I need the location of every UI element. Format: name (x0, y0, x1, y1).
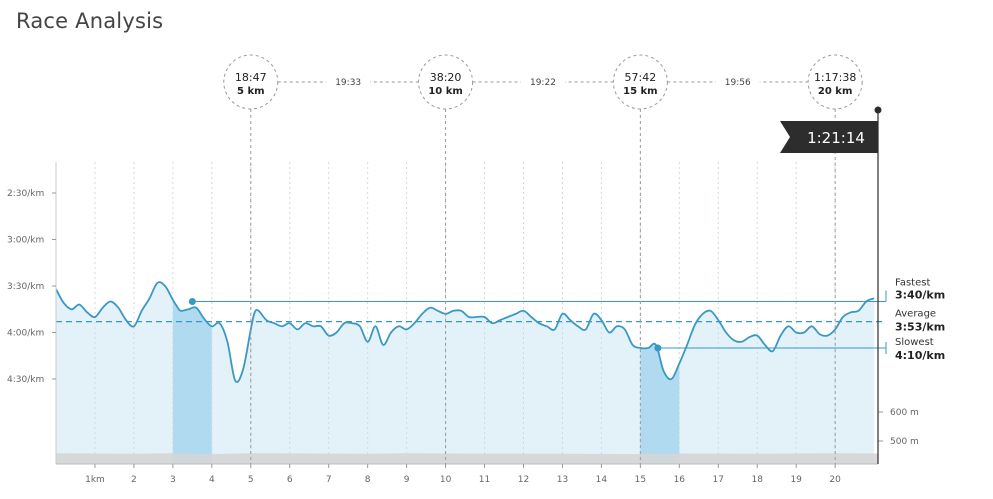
pace-tick-label: 3:30/km (7, 282, 44, 292)
split-marker-time: 1:17:38 (814, 71, 856, 84)
fastest-label: Fastest (895, 278, 930, 289)
split-time-bg (715, 74, 760, 89)
average-label: Average (895, 309, 936, 320)
slowest-value: 4:10/km (895, 349, 945, 362)
km-tick-label: 20 (829, 475, 841, 485)
pace-tick-label: 4:00/km (7, 329, 44, 339)
elevation-area (56, 453, 878, 464)
finish-marker: 1:21:14 (780, 106, 882, 464)
finish-pole-top (874, 106, 882, 114)
split-time: 19:56 (725, 78, 751, 88)
slowest-dot (654, 344, 662, 352)
fastest-value: 3:40/km (895, 289, 945, 302)
split-marker-distance: 20 km (818, 86, 852, 97)
highlight-band (640, 282, 680, 464)
km-tick-label: 1km (85, 475, 105, 485)
pace-line (55, 281, 875, 383)
average-value: 3:53/km (895, 321, 945, 334)
km-tick-label: 9 (404, 475, 410, 485)
slowest-label: Slowest (895, 337, 934, 348)
km-tick-label: 3 (170, 475, 176, 485)
finish-time: 1:21:14 (807, 129, 865, 147)
split-marker-time: 18:47 (235, 71, 267, 84)
split-time: 19:33 (335, 78, 361, 88)
page-title: Race Analysis (16, 9, 164, 33)
km-tick-label: 18 (752, 475, 764, 485)
km-tick-label: 17 (713, 475, 724, 485)
split-time-bg (520, 74, 565, 89)
km-tick-label: 2 (131, 475, 137, 485)
elevation-tick-label: 500 m (890, 437, 919, 447)
split-marker-time: 57:42 (625, 71, 657, 84)
highlight-band (172, 282, 212, 464)
km-tick-label: 7 (326, 475, 332, 485)
km-tick-label: 6 (287, 475, 293, 485)
km-tick-label: 11 (479, 475, 490, 485)
split-marker-distance: 10 km (428, 86, 462, 97)
km-tick-label: 5 (248, 475, 254, 485)
km-tick-label: 8 (365, 475, 371, 485)
km-tick-label: 13 (557, 475, 568, 485)
axes: 2:30/km 3:00/km 3:30/km 4:00/km 4:30/km 1km 2 3… (7, 162, 919, 485)
split-marker-time: 38:20 (430, 71, 462, 84)
elevation-tick-label: 600 m (890, 408, 919, 418)
km-tick-label: 19 (790, 475, 802, 485)
finish-flag (780, 121, 878, 153)
chart-base-layer (56, 282, 875, 464)
split-marker-distance: 5 km (237, 86, 265, 97)
km-tick-label: 10 (440, 475, 452, 485)
pace-line-layer (55, 281, 875, 383)
reference-lines (56, 298, 886, 352)
fastest-dot (188, 298, 196, 305)
split-time: 19:22 (530, 78, 556, 88)
pace-tick-label: 3:00/km (7, 236, 44, 246)
km-tick-label: 4 (209, 475, 215, 485)
km-tick-label: 12 (518, 475, 529, 485)
split-marker-distance: 15 km (623, 86, 657, 97)
km-tick-label: 16 (674, 475, 686, 485)
pace-tick-label: 2:30/km (7, 189, 44, 199)
pace-tick-label: 4:30/km (7, 375, 44, 385)
elevation-profile (56, 453, 878, 464)
km-tick-label: 15 (635, 475, 646, 485)
split-time-bg (326, 74, 371, 89)
km-tick-label: 14 (596, 475, 608, 485)
split-markers: 18:47 5 km 38:20 10 km 57:42 15 km 1:17:38 20 k… (223, 54, 863, 464)
